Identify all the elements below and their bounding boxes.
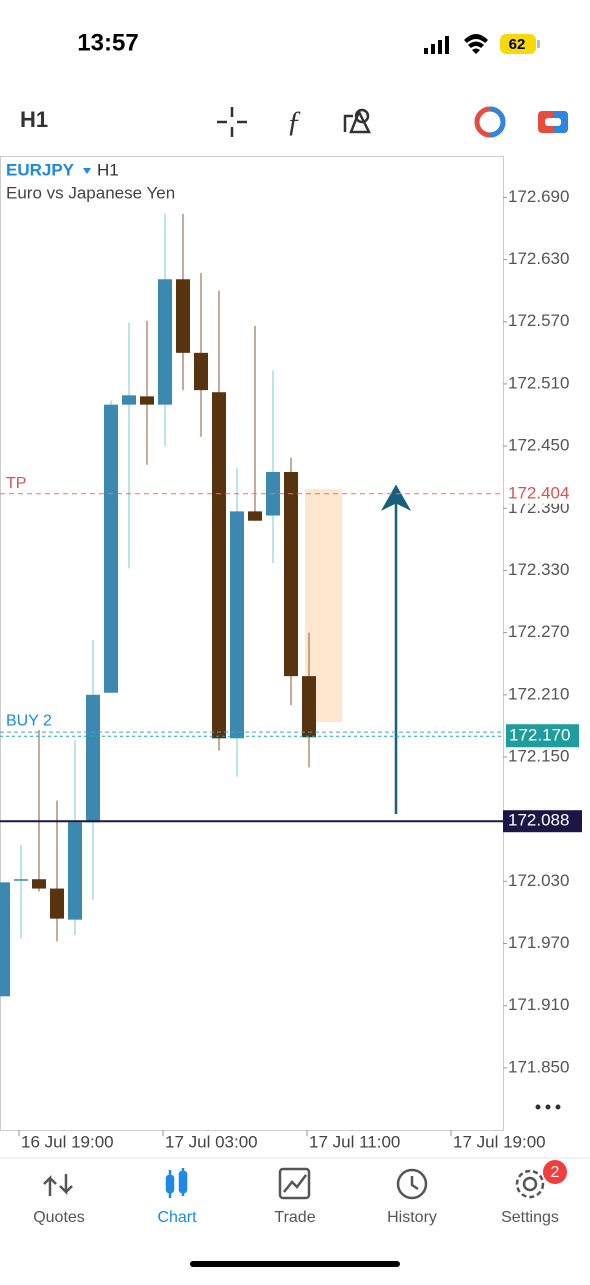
tab-label[interactable]: Quotes <box>33 1209 85 1226</box>
tab-label[interactable]: Trade <box>274 1209 315 1226</box>
more-button[interactable] <box>535 1104 561 1110</box>
candle-body <box>248 511 262 521</box>
badge <box>543 1160 567 1184</box>
y-tick-label: 171.970 <box>508 933 569 952</box>
x-tick-label: 17 Jul 11:00 <box>309 1132 400 1151</box>
candle-body <box>302 676 316 738</box>
buy-label: BUY 2 <box>6 712 52 729</box>
candle-body <box>104 404 118 693</box>
account-button[interactable] <box>474 106 506 138</box>
status-icons <box>424 34 540 54</box>
plot <box>0 213 316 997</box>
crosshair-button[interactable] <box>217 107 247 137</box>
timeframe-button[interactable]: H1 <box>20 107 48 132</box>
chart-frame <box>0 156 504 1131</box>
ask-price: 172.170 <box>509 726 570 745</box>
candle-body <box>50 888 64 919</box>
y-tick-label: 172.210 <box>508 684 569 703</box>
candle-body <box>122 395 136 405</box>
y-tick-label: 172.330 <box>508 560 569 579</box>
y-tick-label: 172.030 <box>508 871 569 890</box>
symbol-dropdown[interactable] <box>83 168 91 174</box>
settings-badge: 2 <box>551 1164 560 1181</box>
candle-body <box>68 822 82 920</box>
candle-body <box>158 279 172 405</box>
candle-body <box>32 879 46 889</box>
x-tick-label: 16 Jul 19:00 <box>21 1132 114 1151</box>
chart-timeframe: H1 <box>97 160 119 179</box>
candle-body <box>176 279 190 353</box>
tab-label[interactable]: History <box>387 1209 437 1226</box>
x-tick-label: 17 Jul 03:00 <box>165 1132 258 1151</box>
y-tick-label: 172.270 <box>508 622 569 641</box>
last-price-box <box>503 810 582 833</box>
tab-icons <box>43 1167 545 1200</box>
y-tick-label: 172.510 <box>508 373 569 392</box>
candle-body <box>14 879 28 881</box>
target-arrow <box>380 484 412 814</box>
candle-body <box>230 511 244 739</box>
indicators-button[interactable]: ƒ <box>287 105 302 138</box>
y-tick-label: 171.850 <box>508 1057 569 1076</box>
y-tick-label: 171.910 <box>508 995 569 1014</box>
home-indicator <box>190 1261 400 1267</box>
candle-body <box>0 882 10 997</box>
symbol: EURJPY <box>6 160 75 179</box>
candle-body <box>86 694 100 823</box>
y-tick-label: 172.150 <box>508 746 569 765</box>
y-tick-label: 172.690 <box>508 187 569 206</box>
ask-box <box>506 724 579 748</box>
y-tick-label: 172.450 <box>508 436 569 455</box>
y-tick-label: 172.570 <box>508 311 569 330</box>
objects-button[interactable] <box>343 108 372 134</box>
clock: 13:57 <box>77 29 138 56</box>
tp-label: TP <box>6 475 26 492</box>
candle-body <box>284 472 298 677</box>
battery-level: 62 <box>509 36 526 53</box>
candle-body <box>140 396 154 405</box>
candle-body <box>212 392 226 739</box>
symbol-description: Euro vs Japanese Yen <box>6 183 175 202</box>
tab-label[interactable]: Chart <box>157 1209 197 1226</box>
y-tick-label: 172.630 <box>508 249 569 268</box>
tab-label[interactable]: Settings <box>501 1209 559 1226</box>
candle-body <box>194 352 208 391</box>
tp-price: 172.404 <box>508 483 569 502</box>
tp-price-bg <box>505 483 580 504</box>
x-tick-label: 17 Jul 19:00 <box>453 1132 546 1151</box>
trade-button[interactable] <box>538 111 568 133</box>
last-price: 172.088 <box>508 811 569 830</box>
